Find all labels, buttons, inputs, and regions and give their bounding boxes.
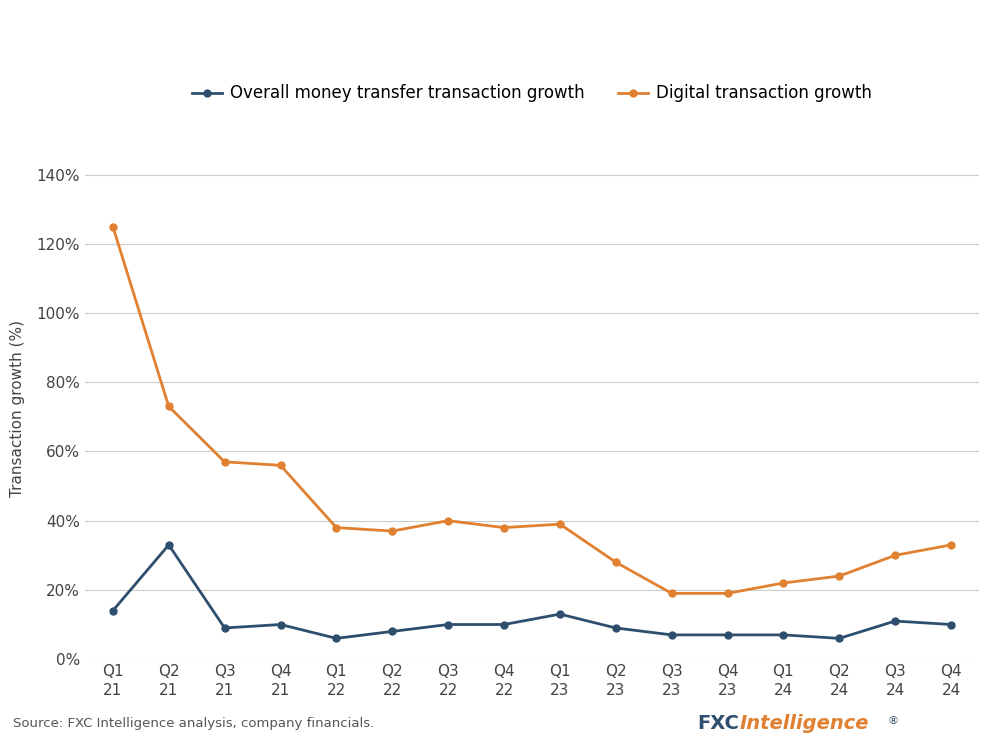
Text: Digital transaction growth sees uptick in 2024: Digital transaction growth sees uptick i… — [13, 28, 775, 56]
Text: Euronet quarterly money transfer transaction growth split by type, 2021-2024: Euronet quarterly money transfer transac… — [13, 83, 719, 101]
Text: ®: ® — [887, 717, 898, 727]
Text: FXC: FXC — [697, 714, 739, 733]
Text: Source: FXC Intelligence analysis, company financials.: Source: FXC Intelligence analysis, compa… — [13, 718, 375, 730]
Legend: Overall money transfer transaction growth, Digital transaction growth: Overall money transfer transaction growt… — [185, 78, 879, 109]
Text: Intelligence: Intelligence — [739, 714, 869, 733]
Y-axis label: Transaction growth (%): Transaction growth (%) — [10, 320, 25, 497]
